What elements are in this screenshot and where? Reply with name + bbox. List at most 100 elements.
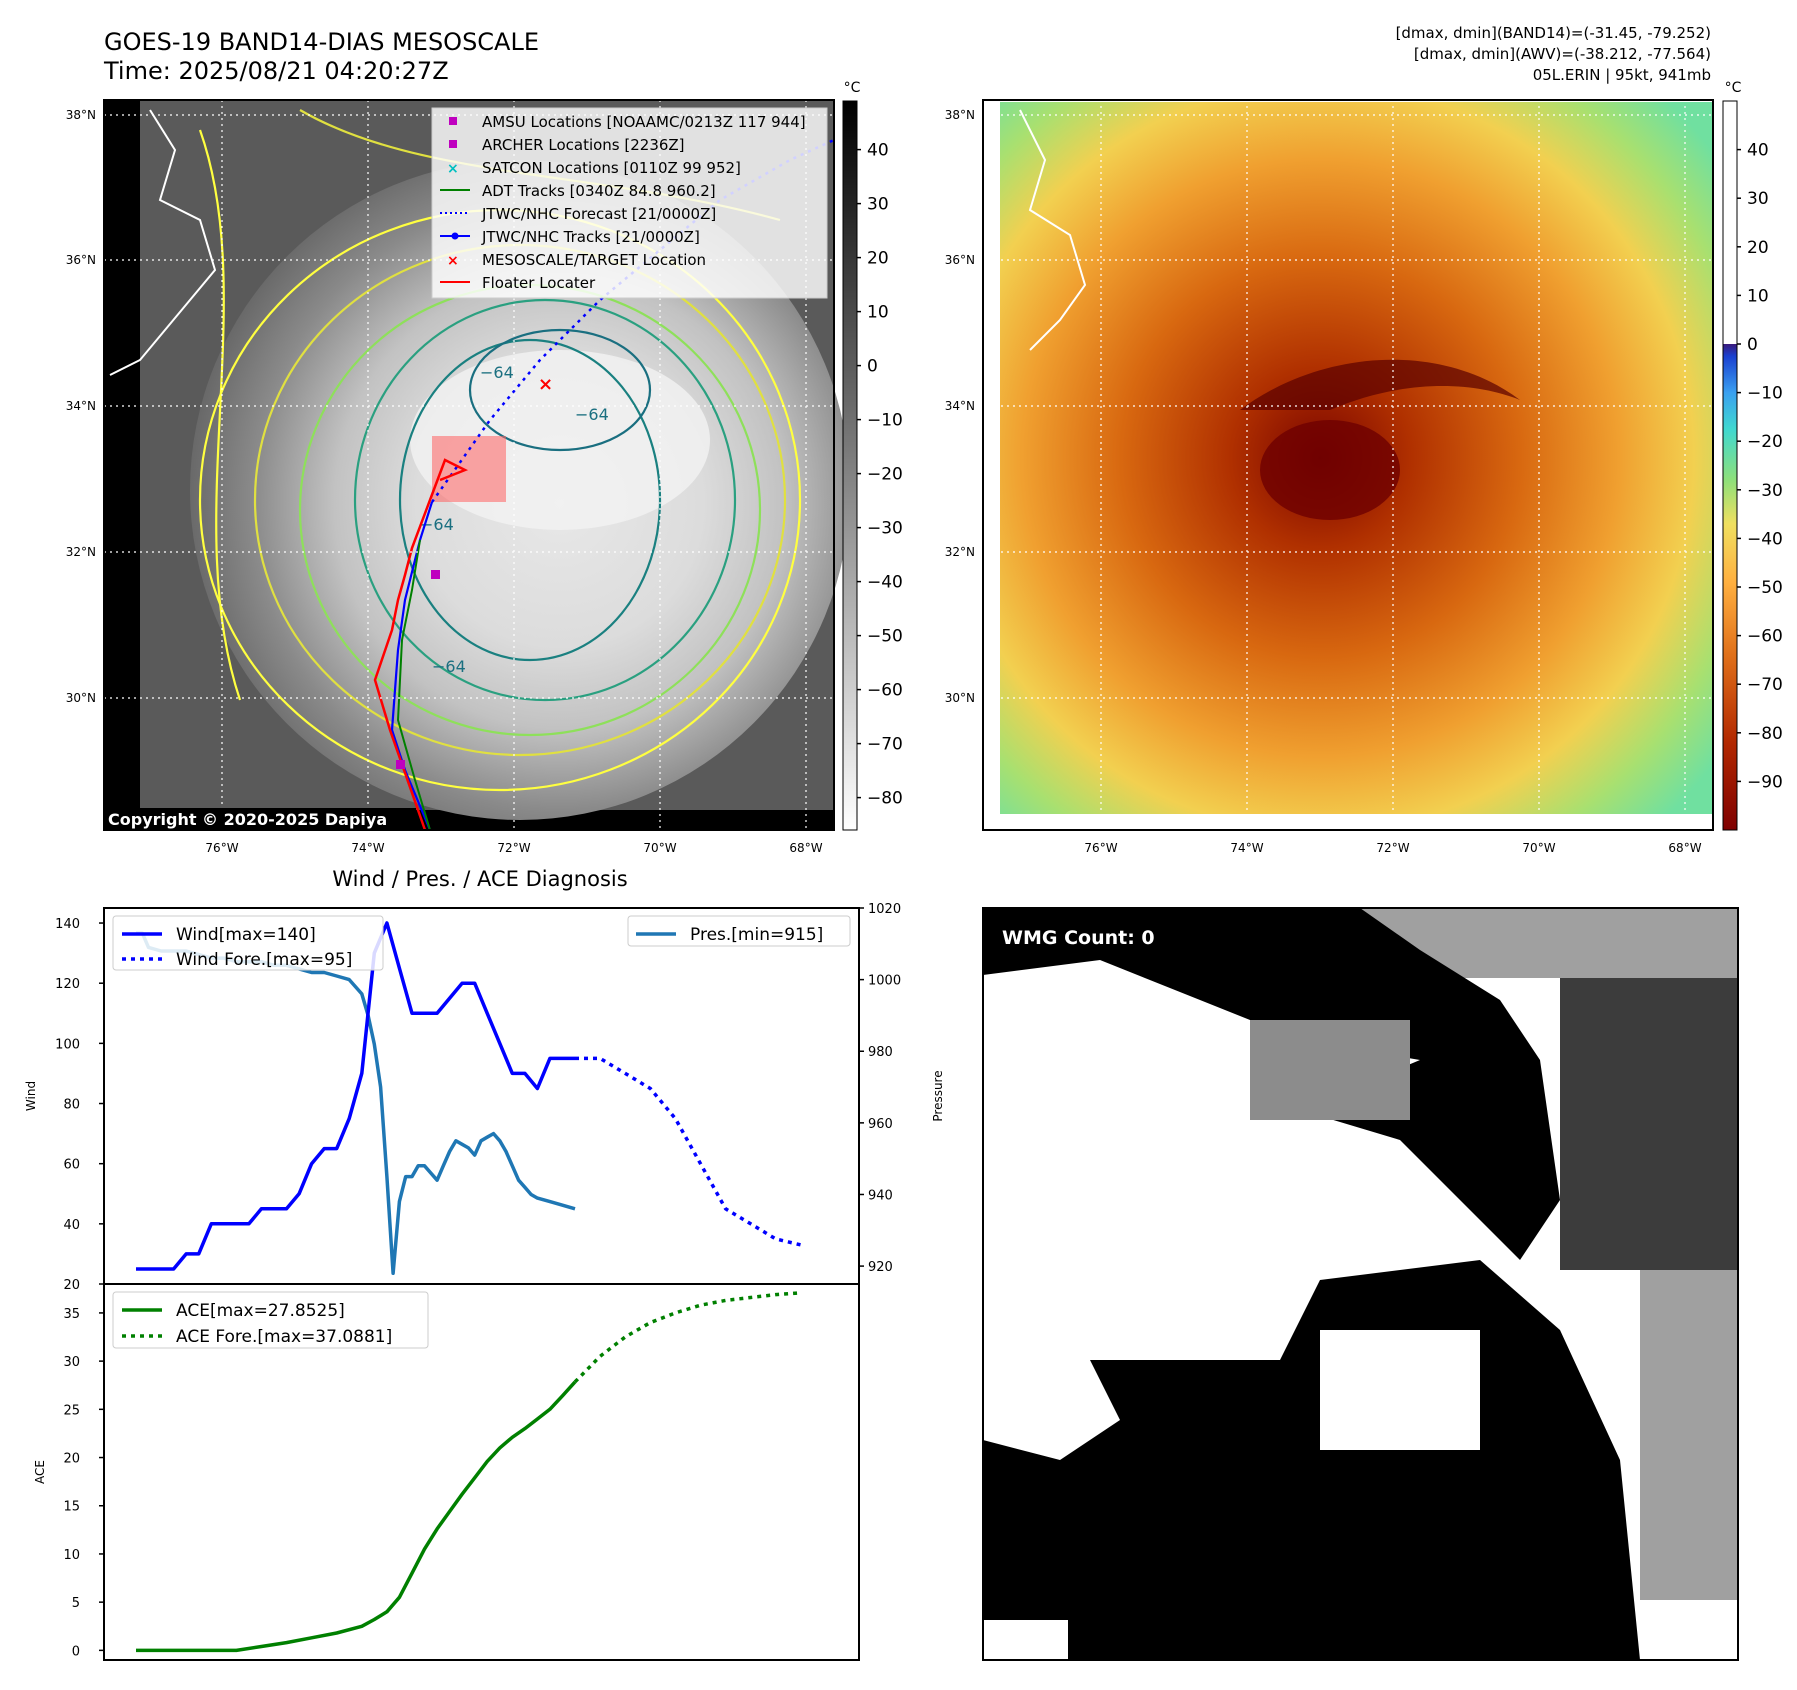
floater-locater-track <box>373 458 469 831</box>
wind-axis-tick-label: 60 <box>63 1158 80 1173</box>
legend-amsu-label: AMSU Locations [NOAAMC/0213Z 117 944] <box>482 113 806 131</box>
ir-lon-label: 76°W <box>205 841 238 855</box>
wind-axis-tick-label: 80 <box>63 1098 80 1113</box>
legend-tracks-label: JTWC/NHC Tracks [21/0000Z] <box>481 228 700 246</box>
awv-colorbar-tick-label: −50 <box>1747 578 1783 598</box>
ace-series <box>136 1380 577 1653</box>
pressure-series <box>136 931 576 1276</box>
ace-axis-tick-label: 20 <box>63 1452 80 1467</box>
ir-contour-label-1: −64 <box>480 363 514 382</box>
ir-colorbar-tick-label: −50 <box>867 627 903 647</box>
wmg-frame <box>982 907 1739 1661</box>
wmg-dark-gray-region <box>1560 930 1738 1270</box>
awv-map-panel: 38°N 36°N 34°N 32°N 30°N 76°W 74°W 72°W … <box>945 80 1783 855</box>
ir-lat-label: 36°N <box>66 253 96 267</box>
ir-lon-label: 74°W <box>351 841 384 855</box>
ace-yticks: 0 5 10 15 20 25 30 35 <box>63 1307 104 1659</box>
awv-lon-label: 74°W <box>1230 841 1263 855</box>
wind-axis-tick-label: 120 <box>55 977 80 992</box>
awv-lat-label: 32°N <box>945 545 975 559</box>
ir-lon-label: 68°W <box>789 841 822 855</box>
wind-axis-tick-label: 140 <box>55 917 80 932</box>
wind-legend-label: Wind[max=140] <box>176 925 316 945</box>
ace-chart: 0 5 10 15 20 25 30 35 ACE ACE[max=27.8525] ACE … <box>33 1283 860 1661</box>
wind-axis-tick-label: 40 <box>63 1218 80 1233</box>
ir-lat-label: 32°N <box>66 545 96 559</box>
ir-map-border <box>103 99 835 831</box>
awv-colorbar-tick-label: −90 <box>1747 772 1783 792</box>
ir-contour-label-3: −64 <box>420 515 454 534</box>
wmg-black-region-top <box>983 908 1560 1260</box>
awv-map-border <box>982 99 1714 831</box>
storm-label: 05L.ERIN | 95kt, 941mb <box>1533 66 1711 84</box>
ir-lat-label: 34°N <box>66 399 96 413</box>
wind-legend-box <box>112 915 384 971</box>
awv-dry-slot <box>1240 359 1520 410</box>
ace-legend-label: ACE[max=27.8525] <box>176 1301 345 1321</box>
ir-lat-labels: 38°N 36°N 34°N 32°N 30°N <box>66 108 96 705</box>
ace-legend-box <box>112 1291 429 1349</box>
ace-axis-tick-label: 5 <box>72 1596 80 1611</box>
ace-forecast-series <box>573 1291 801 1384</box>
ir-colorbar-tick-label: −10 <box>867 411 903 431</box>
contour-teal-1 <box>353 298 737 702</box>
wind-series-group <box>136 921 802 1276</box>
legend-tracks-dot <box>451 232 459 240</box>
archer-marker <box>396 760 405 769</box>
ir-lon-labels: 76°W 74°W 72°W 70°W 68°W <box>205 841 822 855</box>
awv-colorbar-tick-label: −80 <box>1747 724 1783 744</box>
awv-colorbar-tick-label: 40 <box>1747 141 1769 161</box>
ir-colorbar-tick-label: −70 <box>867 735 903 755</box>
copyright: Copyright © 2020-2025 Dapiya <box>108 810 387 829</box>
jtwc-forecast-track <box>430 138 835 503</box>
ace-axis-tick-label: 25 <box>63 1403 80 1418</box>
pressure-axis-tick-label: 980 <box>868 1045 893 1060</box>
ir-colorbar-tick-label: −80 <box>867 789 903 809</box>
legend-target-marker: × <box>447 253 459 269</box>
awv-gridlines <box>983 100 1713 830</box>
ir-coastline <box>109 109 217 376</box>
wind-legend: Wind[max=140] Wind Fore.[max=95] <box>112 915 384 971</box>
ace-ylabel: ACE <box>33 1460 47 1484</box>
ir-colorbar-tick-label: 10 <box>867 303 889 323</box>
ir-colorbar-ticks: 40 30 20 10 0 −10 −20 −30 −40 −50 −60 −70 −80 <box>857 141 903 809</box>
pres-legend-label: Pres.[min=915] <box>690 925 823 945</box>
awv-colorbar-tick-label: 30 <box>1747 189 1769 209</box>
wind-series <box>136 921 575 1271</box>
ir-colorbar-tick-label: −20 <box>867 465 903 485</box>
awv-colorbar-unit: °C <box>1725 80 1742 96</box>
awv-lat-label: 36°N <box>945 253 975 267</box>
ir-contour-label-2: −64 <box>575 405 609 424</box>
ir-lon-label: 72°W <box>497 841 530 855</box>
wind-forecast-series <box>575 1056 802 1247</box>
awv-lon-label: 72°W <box>1376 841 1409 855</box>
ir-colorbar-unit: °C <box>844 80 861 96</box>
awv-lon-label: 70°W <box>1522 841 1555 855</box>
awv-lat-label: 34°N <box>945 399 975 413</box>
amsu-marker <box>431 570 440 579</box>
figure-time: Time: 2025/08/21 04:20:27Z <box>103 57 449 85</box>
pres-yticks: 920 940 960 980 1000 1020 <box>859 902 901 1275</box>
ace-axis-tick-label: 15 <box>63 1500 80 1515</box>
ace-fore-legend-label: ACE Fore.[max=37.0881] <box>176 1327 392 1347</box>
ir-colorbar-tick-label: 20 <box>867 249 889 269</box>
ir-colorbar-tick-label: −30 <box>867 519 903 539</box>
awv-lat-label: 38°N <box>945 108 975 122</box>
pres-ylabel: Pressure <box>931 1070 945 1121</box>
awv-eye <box>1260 420 1400 520</box>
pres-legend: Pres.[min=915] <box>627 915 851 947</box>
ace-series-group <box>136 1291 801 1653</box>
ace-axis-tick-label: 35 <box>63 1307 80 1322</box>
info-awv: [dmax, dmin](AWV)=(-38.212, -77.564) <box>1414 45 1711 63</box>
ace-axis-tick-label: 0 <box>72 1644 80 1659</box>
awv-colorbar-tick-label: −10 <box>1747 384 1783 404</box>
contour-teal-2 <box>398 338 662 662</box>
pressure-axis-tick-label: 920 <box>868 1260 893 1275</box>
legend-satcon-label: SATCON Locations [0110Z 99 952] <box>482 159 741 177</box>
legend-amsu-marker <box>449 117 457 125</box>
legend-archer-marker <box>449 140 457 148</box>
ir-lon-label: 70°W <box>643 841 676 855</box>
awv-colorbar <box>1722 100 1738 831</box>
wind-pressure-chart: 20 40 60 80 100 120 140 920 940 960 980 1000 1020 W… <box>24 902 945 1293</box>
